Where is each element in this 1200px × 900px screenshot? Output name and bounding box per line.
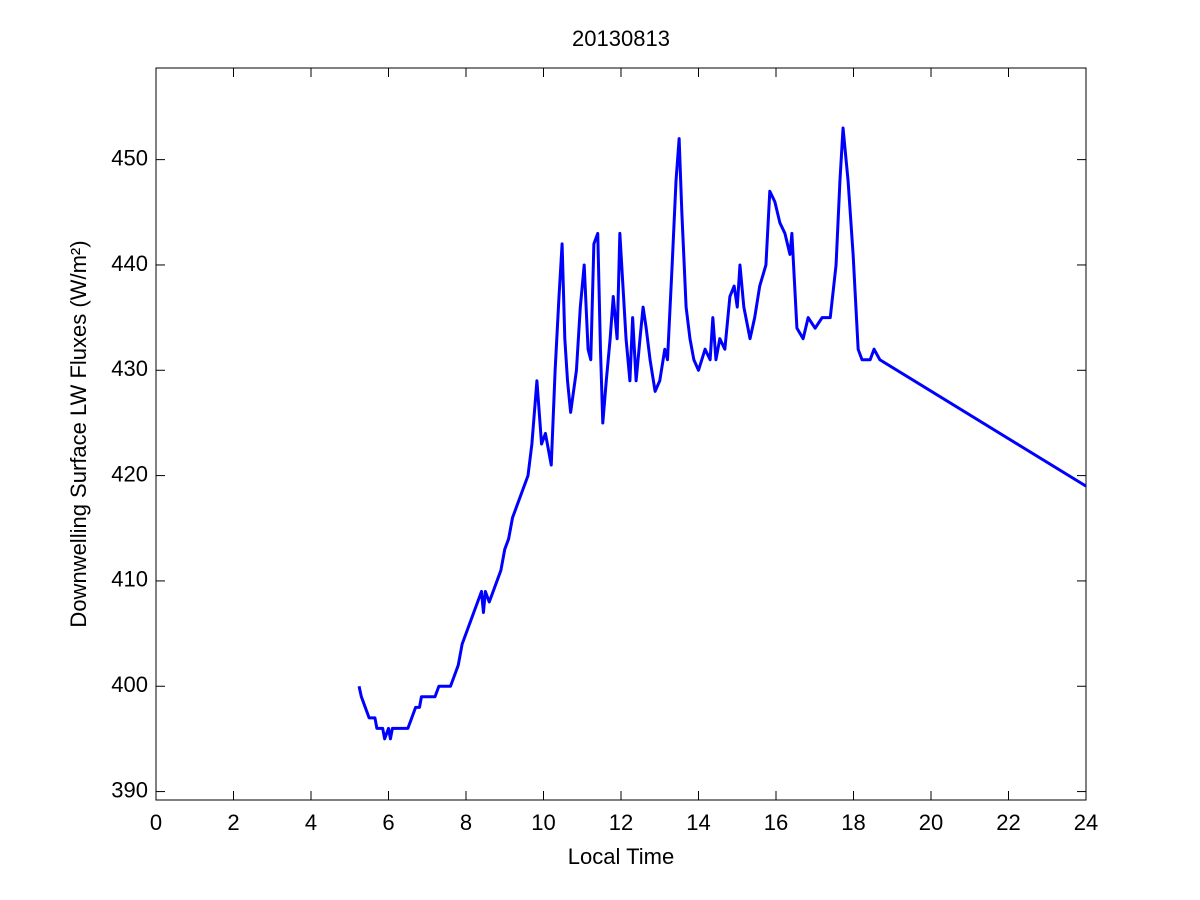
y-tick-label: 420 (111, 461, 148, 486)
x-tick-label: 4 (305, 810, 317, 835)
x-tick-label: 10 (531, 810, 555, 835)
data-line (357, 126, 1087, 741)
x-tick-label: 8 (460, 810, 472, 835)
y-tick-label: 430 (111, 356, 148, 381)
x-tick-label: 2 (227, 810, 239, 835)
y-axis-label: Downwelling Surface LW Fluxes (W/m²) (66, 240, 91, 627)
y-tick-label: 410 (111, 567, 148, 592)
y-tick-label: 440 (111, 251, 148, 276)
y-tick-label: 450 (111, 145, 148, 170)
x-axis-label: Local Time (568, 844, 674, 869)
chart-title: 20130813 (572, 26, 670, 51)
x-tick-label: 22 (996, 810, 1020, 835)
x-tick-label: 6 (382, 810, 394, 835)
x-tick-label: 24 (1074, 810, 1098, 835)
x-tick-label: 14 (686, 810, 710, 835)
y-tick-label: 400 (111, 672, 148, 697)
x-tick-label: 12 (609, 810, 633, 835)
x-tick-label: 0 (150, 810, 162, 835)
x-tick-label: 20 (919, 810, 943, 835)
y-tick-label: 390 (111, 777, 148, 802)
x-tick-label: 16 (764, 810, 788, 835)
x-tick-label: 18 (841, 810, 865, 835)
